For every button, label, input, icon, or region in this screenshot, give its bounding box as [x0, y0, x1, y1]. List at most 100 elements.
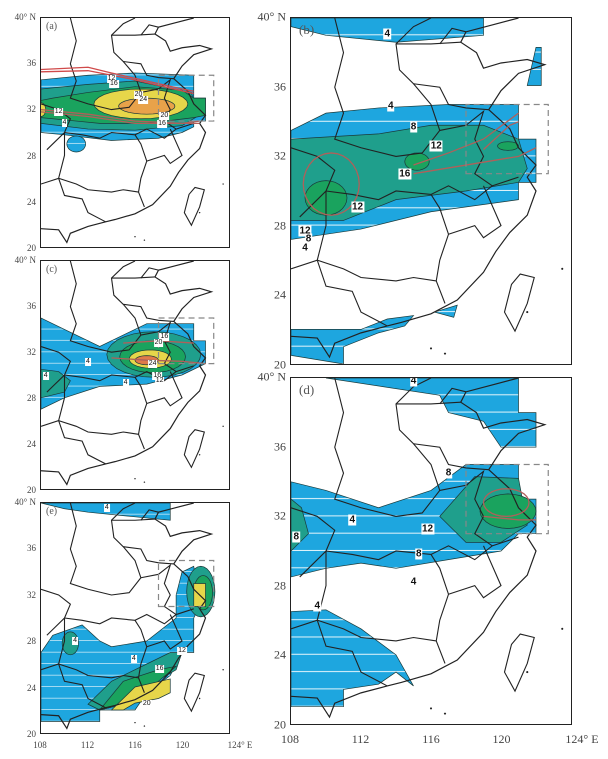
- island-dot: [143, 481, 146, 483]
- streamline: [41, 110, 200, 124]
- island-dot: [198, 697, 201, 700]
- contour-label: 12: [350, 201, 365, 213]
- streamline: [414, 148, 537, 174]
- lat-tick-label: 32: [274, 508, 286, 523]
- lat-tick-label: 40° N: [257, 9, 286, 24]
- map-panel-d: (d) 4 8 4 12 8 4 4 8: [290, 377, 572, 725]
- lat-tick-label: 36: [274, 79, 286, 94]
- province-border: [59, 375, 139, 434]
- blue-shading: [435, 305, 458, 317]
- province-border: [147, 372, 182, 406]
- panel-label: (a): [46, 21, 58, 32]
- province-border: [112, 519, 155, 520]
- lon-tick-label: 108: [281, 732, 299, 746]
- panel-label: (d): [299, 382, 315, 397]
- province-border: [335, 18, 440, 156]
- map-canvas: [291, 378, 564, 724]
- contour-label: 4: [301, 242, 309, 254]
- map-canvas: [41, 503, 224, 733]
- island-dot: [561, 267, 564, 270]
- lat-tick-label: 28: [27, 150, 36, 161]
- province-border: [141, 268, 159, 278]
- lon-tick-label: 124° E: [565, 732, 599, 746]
- study-region-box: [159, 318, 214, 364]
- blue-shading: [67, 136, 86, 152]
- province-border: [112, 34, 155, 35]
- blue-shading: [326, 378, 536, 447]
- coastline: [291, 18, 545, 357]
- island-dot: [526, 671, 529, 674]
- province-border: [317, 191, 436, 281]
- contour-label: 24: [138, 96, 149, 105]
- contour-label: 4: [409, 377, 418, 387]
- lat-tick-label: 24: [27, 196, 36, 207]
- contour-label: 4: [85, 358, 91, 367]
- streamline: [484, 122, 519, 150]
- contour-label: 12: [429, 140, 443, 152]
- province-border: [449, 186, 502, 238]
- province-border: [147, 129, 182, 163]
- contour-label: 4: [409, 576, 418, 588]
- contour-label: 4: [313, 600, 322, 612]
- island-dot: [443, 352, 447, 355]
- contour-label: 16: [154, 664, 165, 673]
- streamline: [41, 112, 200, 123]
- lat-tick-label: 32: [27, 104, 36, 115]
- province-border: [414, 84, 489, 110]
- contour-label: 12: [106, 74, 117, 83]
- province-border: [135, 620, 147, 692]
- contour-label: 4: [348, 514, 357, 526]
- province-border: [135, 135, 147, 207]
- island-dot: [429, 347, 433, 350]
- lon-tick-label: 120: [175, 740, 190, 750]
- lat-tick-label: 36: [27, 543, 36, 554]
- lon-tick-label: 108: [33, 740, 47, 750]
- lat-tick-label: 28: [27, 393, 36, 403]
- lat-tick-label: 36: [27, 58, 36, 69]
- taiwan-island: [184, 673, 204, 711]
- island-dot: [198, 211, 201, 214]
- contour-label: 8: [414, 548, 423, 560]
- lon-tick-label: 120: [492, 732, 511, 746]
- contour-label: 4: [383, 28, 392, 40]
- contour-label: 8: [444, 467, 453, 479]
- contour-label: 16: [159, 333, 170, 342]
- lat-tick-label: 20: [27, 243, 36, 253]
- lat-tick-label: 32: [27, 347, 36, 357]
- taiwan-island: [184, 430, 204, 468]
- lat-tick-label: 20: [27, 485, 36, 495]
- lat-tick-label: 36: [274, 439, 286, 454]
- province-border: [123, 547, 174, 564]
- lat-tick-label: 28: [274, 218, 286, 233]
- blue-shading: [527, 47, 541, 85]
- streamline: [41, 67, 194, 91]
- province-border: [414, 444, 489, 470]
- lat-tick-label: 40° N: [14, 255, 36, 265]
- province-border: [440, 28, 466, 44]
- contour-label: 4: [61, 119, 68, 128]
- province-border: [396, 42, 461, 44]
- contour-label: 4: [42, 372, 49, 381]
- lon-tick-label: 124° E: [227, 740, 253, 750]
- island-dot: [134, 478, 136, 480]
- island-dot: [222, 425, 224, 427]
- lon-tick-label: 116: [128, 740, 142, 750]
- taiwan-island: [184, 187, 204, 225]
- contour-label: 16: [152, 372, 163, 381]
- lat-tick-label: 20: [27, 729, 36, 739]
- island-dot: [561, 627, 564, 630]
- contour-label: 4: [130, 655, 137, 664]
- contour-label: 4: [103, 503, 110, 512]
- contour-label: 4: [122, 378, 129, 387]
- lat-tick-label: 40° N: [14, 12, 36, 22]
- lat-tick-label: 32: [27, 589, 36, 600]
- province-border: [431, 194, 449, 303]
- province-border: [70, 503, 141, 595]
- map-panel-a: (a) 12 16 20 24 20 16 12 4: [40, 17, 230, 248]
- lon-tick-label: 116: [422, 732, 440, 746]
- lon-tick-label: 112: [80, 740, 95, 750]
- panel-label: (c): [46, 264, 58, 275]
- map-canvas: [41, 18, 224, 247]
- island-dot: [143, 239, 146, 241]
- province-border: [291, 260, 387, 326]
